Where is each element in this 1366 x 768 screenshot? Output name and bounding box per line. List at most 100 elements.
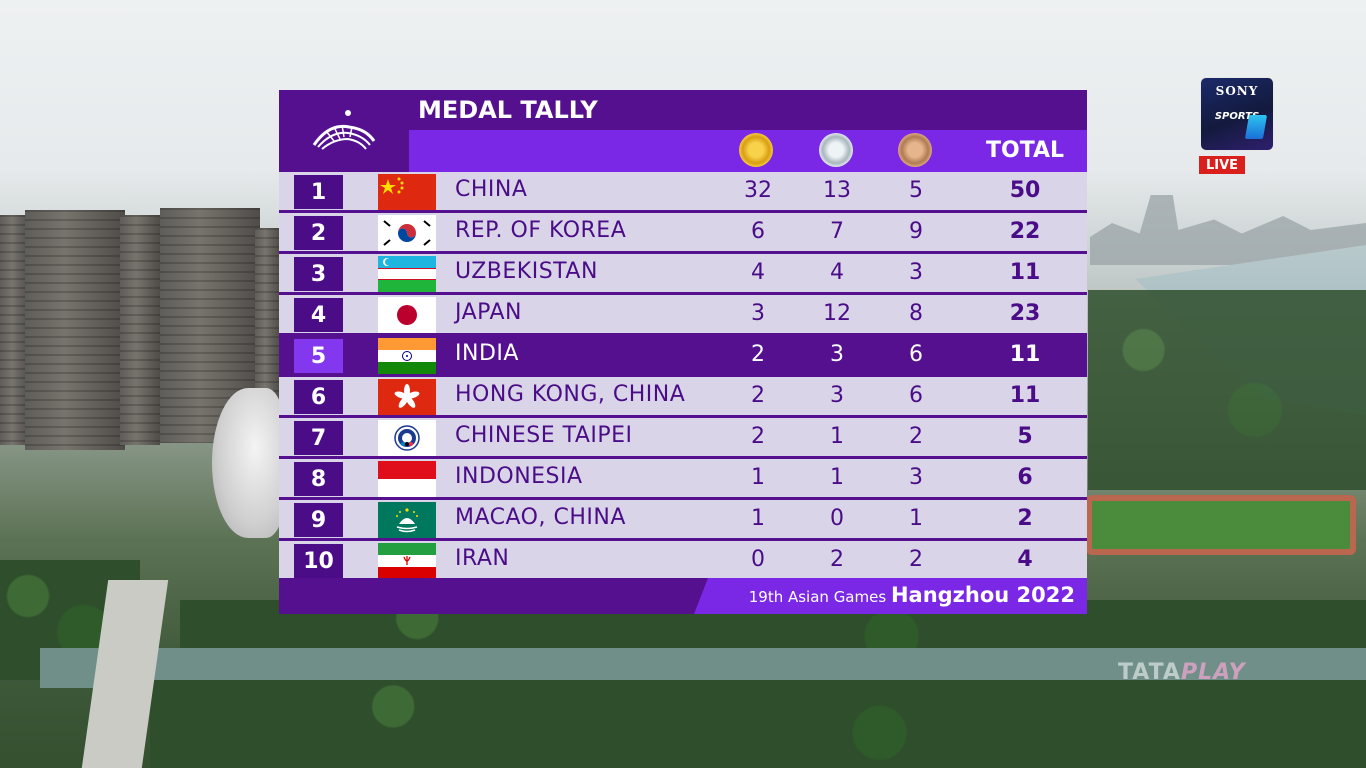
total-count: 2 [1017, 506, 1033, 531]
rank-cell: 1 [294, 175, 343, 209]
rank-cell: 3 [294, 257, 343, 291]
country-name: CHINA [455, 177, 528, 202]
rank-cell: 2 [294, 216, 343, 250]
bronze-count: 6 [909, 342, 923, 367]
total-count: 5 [1017, 424, 1033, 449]
bronze-count: 6 [909, 383, 923, 408]
silver-count: 4 [830, 260, 844, 285]
table-row: 10 IRAN 0 2 2 4 [279, 541, 1087, 582]
uzbekistan-flag-icon [378, 256, 436, 292]
event-caption: 19th Asian Games Hangzhou 2022 [749, 583, 1075, 607]
iran-flag-icon [378, 543, 436, 579]
country-name: UZBEKISTAN [455, 259, 598, 284]
table-row: 3 UZBEKISTAN 4 4 3 11 [279, 254, 1087, 295]
total-count: 11 [1009, 260, 1041, 285]
rank-cell: 9 [294, 503, 343, 537]
panel-footer: 19th Asian Games Hangzhou 2022 [279, 578, 1087, 614]
silver-count: 12 [823, 301, 851, 326]
tally-rows: 1 CHINA 32 13 5 50 2 REP. OF KOREA 6 7 9… [279, 172, 1087, 582]
total-count: 22 [1009, 219, 1041, 244]
total-count: 6 [1017, 465, 1033, 490]
china-flag-icon [378, 174, 436, 210]
bronze-count: 2 [909, 424, 923, 449]
chinese-taipei-flag-icon [378, 420, 436, 456]
hong-kong-flag-icon [378, 379, 436, 415]
indonesia-flag-icon [378, 461, 436, 497]
silver-count: 3 [830, 383, 844, 408]
ten-logo-icon [1244, 115, 1268, 139]
gold-count: 6 [751, 219, 765, 244]
total-column-header: TOTAL [986, 138, 1065, 163]
country-name: REP. OF KOREA [455, 218, 627, 243]
brand-label: SONY [1215, 84, 1259, 98]
channel-label: SPORTS [1214, 111, 1260, 122]
table-row: 9 MACAO, CHINA 1 0 1 2 [279, 500, 1087, 541]
table-row: 4 JAPAN 3 12 8 23 [279, 295, 1087, 336]
bronze-count: 9 [909, 219, 923, 244]
rank-cell: 6 [294, 380, 343, 414]
country-name: HONG KONG, CHINA [455, 382, 686, 407]
silver-count: 7 [830, 219, 844, 244]
bronze-medal-icon [898, 133, 932, 167]
country-name: INDIA [455, 341, 519, 366]
total-count: 50 [1009, 178, 1041, 203]
event-tab: 19th Asian Games Hangzhou 2022 [694, 578, 1087, 614]
silver-medal-icon [819, 133, 853, 167]
table-row: 1 CHINA 32 13 5 50 [279, 172, 1087, 213]
tree-area [150, 680, 1366, 768]
panel-title: MEDAL TALLY [418, 96, 598, 124]
rank-cell: 5 [294, 339, 343, 373]
macao-flag-icon [378, 502, 436, 538]
watermark-part1: TATA [1118, 660, 1181, 685]
watermark-part2: PLAY [1180, 660, 1246, 685]
asian-games-emblem-icon [279, 90, 409, 172]
building [120, 215, 160, 445]
stadium [212, 388, 284, 538]
event-name: 19th Asian Games [748, 588, 887, 606]
live-badge: LIVE [1199, 156, 1245, 174]
sony-sports-logo: SONY SPORTS [1200, 77, 1274, 151]
silver-count: 1 [830, 424, 844, 449]
table-row-highlighted: 5 INDIA 2 3 6 11 [279, 336, 1087, 377]
silver-count: 13 [823, 178, 851, 203]
rank-cell: 7 [294, 421, 343, 455]
bronze-count: 8 [909, 301, 923, 326]
japan-flag-icon [378, 297, 436, 333]
gold-count: 2 [751, 342, 765, 367]
silver-count: 1 [830, 465, 844, 490]
silver-count: 2 [830, 547, 844, 572]
bronze-count: 3 [909, 465, 923, 490]
country-name: MACAO, CHINA [455, 505, 626, 530]
sports-field [1086, 495, 1356, 555]
panel-header [279, 90, 1087, 130]
table-row: 6 HONG KONG, CHINA 2 3 6 11 [279, 377, 1087, 418]
gold-count: 2 [751, 424, 765, 449]
bronze-count: 1 [909, 506, 923, 531]
rank-cell: 10 [294, 544, 343, 578]
total-count: 11 [1009, 342, 1041, 367]
gold-count: 1 [751, 465, 765, 490]
table-row: 8 INDONESIA 1 1 3 6 [279, 459, 1087, 500]
building [25, 210, 125, 450]
tree-area [1088, 290, 1366, 490]
korea-flag-icon [378, 215, 436, 251]
country-name: CHINESE TAIPEI [455, 423, 633, 448]
event-city-year: Hangzhou 2022 [890, 583, 1075, 607]
silver-count: 0 [830, 506, 844, 531]
rank-cell: 8 [294, 462, 343, 496]
gold-count: 0 [751, 547, 765, 572]
gold-count: 2 [751, 383, 765, 408]
gold-count: 4 [751, 260, 765, 285]
total-count: 11 [1009, 383, 1041, 408]
table-row: 2 REP. OF KOREA 6 7 9 22 [279, 213, 1087, 254]
table-row: 7 CHINESE TAIPEI 2 1 2 5 [279, 418, 1087, 459]
gold-count: 3 [751, 301, 765, 326]
rank-cell: 4 [294, 298, 343, 332]
gold-medal-icon [739, 133, 773, 167]
bronze-count: 5 [909, 178, 923, 203]
country-name: JAPAN [455, 300, 523, 325]
total-count: 23 [1009, 301, 1041, 326]
bronze-count: 2 [909, 547, 923, 572]
silver-count: 3 [830, 342, 844, 367]
